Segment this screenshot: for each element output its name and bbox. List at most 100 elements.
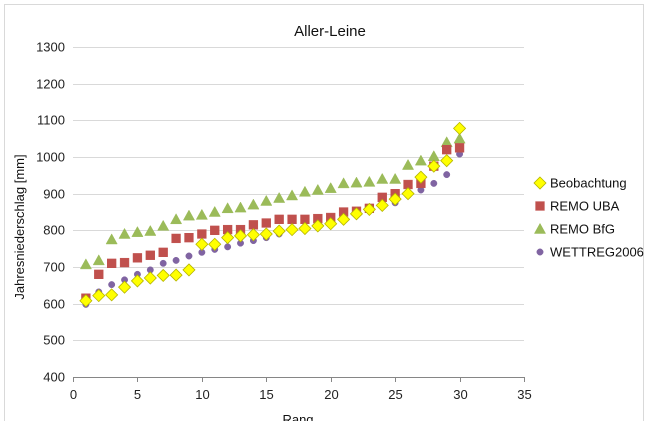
x-tick-label: 0 bbox=[70, 387, 77, 402]
data-point bbox=[105, 288, 119, 302]
data-point bbox=[285, 223, 299, 237]
data-point bbox=[298, 221, 312, 236]
data-point bbox=[92, 289, 106, 303]
y-axis-label: Jahresniederschlag [mm] bbox=[12, 154, 27, 299]
data-point bbox=[233, 229, 248, 243]
series-layer bbox=[79, 121, 467, 308]
data-point bbox=[118, 227, 131, 239]
data-point bbox=[350, 176, 363, 188]
data-point bbox=[454, 143, 465, 153]
legend-marker bbox=[535, 201, 545, 211]
data-point bbox=[210, 225, 220, 235]
legend-label: REMO BfG bbox=[550, 222, 615, 237]
data-point bbox=[311, 183, 324, 195]
y-tick-label: 900 bbox=[43, 187, 65, 202]
data-point bbox=[261, 218, 271, 228]
data-point bbox=[246, 228, 260, 242]
y-tick-label: 1100 bbox=[37, 113, 65, 128]
data-point bbox=[248, 220, 259, 230]
x-axis-label: Rang bbox=[282, 412, 313, 421]
data-point bbox=[131, 226, 144, 237]
data-point bbox=[145, 250, 155, 260]
data-point bbox=[324, 217, 338, 231]
data-point bbox=[92, 254, 105, 266]
data-point bbox=[234, 201, 247, 213]
data-point bbox=[259, 227, 273, 241]
y-tick-label: 1200 bbox=[36, 77, 65, 92]
data-point bbox=[105, 233, 118, 245]
tick-labels: 400 500 600 700 800 900 1000 1100 1200 1300 0 5 10 15… bbox=[36, 40, 532, 403]
legend-marker bbox=[533, 176, 547, 190]
x-tick-label: 25 bbox=[388, 387, 402, 402]
data-point bbox=[117, 280, 132, 294]
y-tick-label: 1000 bbox=[36, 150, 65, 165]
data-point bbox=[337, 212, 351, 226]
y-tick-label: 500 bbox=[43, 333, 65, 348]
data-point bbox=[119, 257, 130, 268]
y-tick-label: 400 bbox=[43, 370, 65, 385]
x-tick-label: 5 bbox=[134, 387, 141, 402]
data-point bbox=[443, 171, 451, 179]
data-point bbox=[375, 198, 389, 212]
legend-label: Beobachtung bbox=[550, 176, 627, 191]
legend-item: Beobachtung bbox=[533, 176, 627, 191]
data-point bbox=[401, 187, 415, 201]
series-beobachtung bbox=[79, 121, 467, 308]
legend-item: WETTREG2006 bbox=[536, 245, 644, 260]
x-tick-label: 20 bbox=[324, 387, 338, 402]
data-point bbox=[108, 281, 116, 289]
data-point bbox=[182, 263, 196, 277]
data-point bbox=[247, 198, 260, 210]
data-point bbox=[184, 233, 194, 243]
data-point bbox=[427, 159, 441, 173]
x-tick-label: 35 bbox=[517, 387, 531, 402]
data-point bbox=[195, 208, 208, 220]
data-point bbox=[324, 182, 337, 193]
data-point bbox=[182, 209, 195, 221]
x-tick-label: 15 bbox=[259, 387, 273, 402]
data-point bbox=[130, 274, 144, 288]
legend-marker bbox=[533, 222, 547, 234]
data-point bbox=[272, 224, 286, 238]
data-point bbox=[157, 219, 170, 231]
data-point bbox=[274, 214, 284, 224]
data-point bbox=[298, 185, 311, 197]
data-point bbox=[195, 237, 209, 251]
data-point bbox=[224, 243, 232, 251]
data-point bbox=[158, 247, 168, 257]
data-point bbox=[388, 192, 402, 206]
data-point bbox=[172, 256, 180, 264]
data-point bbox=[453, 132, 466, 144]
data-point bbox=[311, 219, 325, 233]
legend: Beobachtung REMO UBA REMO BfG WETTREG2006 bbox=[533, 176, 644, 260]
data-point bbox=[208, 205, 221, 217]
data-point bbox=[169, 268, 183, 282]
y-tick-label: 600 bbox=[43, 297, 65, 312]
data-point bbox=[208, 237, 222, 251]
data-point bbox=[414, 170, 428, 184]
data-point bbox=[144, 224, 157, 236]
data-point bbox=[185, 252, 193, 260]
data-point bbox=[94, 269, 104, 279]
data-point bbox=[159, 259, 167, 267]
data-point bbox=[171, 233, 181, 244]
data-point bbox=[79, 258, 92, 270]
data-point bbox=[260, 194, 273, 206]
data-point bbox=[273, 191, 286, 203]
y-tick-label: 1300 bbox=[36, 40, 65, 55]
legend-label: WETTREG2006 bbox=[550, 245, 644, 260]
data-point bbox=[362, 202, 376, 216]
series-remo-bfg bbox=[79, 132, 466, 270]
data-point bbox=[156, 268, 170, 282]
data-point bbox=[107, 258, 117, 268]
data-point bbox=[143, 271, 157, 285]
x-tick-label: 10 bbox=[195, 387, 209, 402]
x-tick-label: 30 bbox=[453, 387, 467, 402]
legend-label: REMO UBA bbox=[550, 199, 620, 214]
data-point bbox=[170, 213, 183, 225]
data-point bbox=[221, 202, 234, 214]
data-point bbox=[414, 154, 427, 166]
chart-border bbox=[4, 4, 644, 421]
data-point bbox=[349, 207, 364, 221]
